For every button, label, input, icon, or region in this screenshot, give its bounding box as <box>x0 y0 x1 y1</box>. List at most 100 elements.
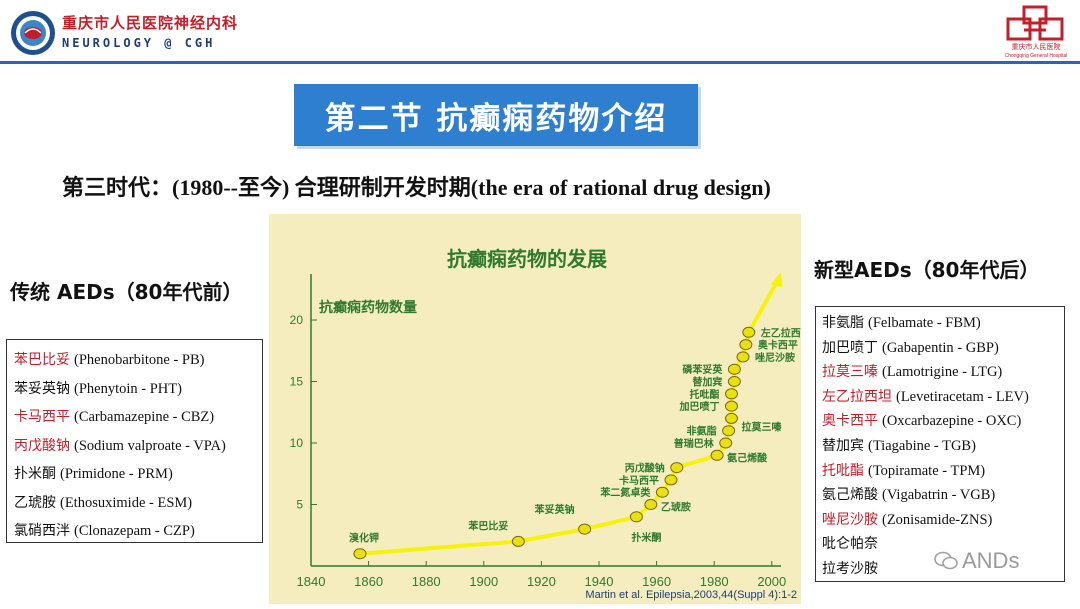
drug-name-en: (Primidone - PRM) <box>60 466 173 482</box>
data-label: 溴化钾 <box>349 532 379 545</box>
drug-name-cn: 拉考沙胺 <box>822 560 878 577</box>
y-tick-label: 10 <box>290 436 304 450</box>
data-label: 苯妥英钠 <box>534 503 575 516</box>
data-point <box>736 351 750 363</box>
drug-name-en: (Phenytoin - PHT) <box>74 380 182 397</box>
drug-name-cn: 苯巴比妥 <box>14 352 70 368</box>
new-aeds-list: 非氨脂 (Felbamate - FBM) 加巴喷丁 (Gabapentin - GB… <box>815 306 1065 582</box>
drug-row: 丙戊酸钠 (Sodium valproate - VPA) <box>14 431 262 460</box>
drug-name-cn: 扑米酮 <box>14 466 56 482</box>
drug-name-cn: 苯妥英钠 <box>14 380 70 397</box>
hospital-logo-text: 重庆市人民医院 <box>1012 42 1061 51</box>
data-label: 普瑞巴林 <box>674 437 715 450</box>
drug-row: 卡马西平 (Carbamazepine - CBZ) <box>14 402 262 431</box>
x-tick-label: 1960 <box>642 574 671 589</box>
data-label: 乙琥胺 <box>661 501 691 514</box>
drug-name-en: (Clonazepam - CZP) <box>74 523 195 539</box>
new-aeds-heading: 新型AEDs（80年代后） <box>814 258 1040 282</box>
drug-row: 托吡酯 (Topiramate - TPM) <box>822 458 1064 483</box>
drug-name-en: (Sodium valproate - VPA) <box>74 437 226 454</box>
data-point <box>724 388 738 400</box>
drug-name-en: (Vigabatrin - VGB) <box>882 487 996 504</box>
line-arrowhead <box>770 272 783 288</box>
drug-name-en: (Zonisamide-ZNS) <box>882 511 993 528</box>
data-point <box>629 511 643 523</box>
wechat-watermark: ANDs <box>934 548 1019 574</box>
drug-row: 加巴喷丁 (Gabapentin - GBP) <box>822 335 1064 360</box>
y-tick-label: 20 <box>290 313 304 327</box>
data-label: 氨己烯酸 <box>727 451 768 464</box>
department-name-en: NEUROLOGY @ CGH <box>62 36 216 50</box>
drug-name-en: (Felbamate - FBM) <box>868 315 981 331</box>
drug-name-cn: 左乙拉西坦 <box>822 388 892 405</box>
drug-name-en: (Oxcarbazepine - OXC) <box>882 413 1022 430</box>
drug-row: 唑尼沙胺 (Zonisamide-ZNS) <box>822 507 1064 532</box>
data-point <box>578 523 592 535</box>
drug-row: 乙琥胺 (Ethosuximide - ESM) <box>14 488 262 517</box>
drug-row: 扑米酮 (Primidone - PRM) <box>14 459 262 488</box>
hospital-name-cn: 重庆市人民医院神经内科 <box>62 14 239 32</box>
data-label: 奥卡西平 <box>758 339 798 352</box>
data-label: 托吡酯 <box>689 388 719 401</box>
drug-name-en: (Topiramate - TPM) <box>868 462 986 479</box>
drug-name-en: (Ethosuximide - ESM) <box>60 494 193 511</box>
data-point <box>727 363 741 375</box>
drug-row: 氯硝西泮 (Clonazepam - CZP) <box>14 516 262 545</box>
drug-name-cn: 吡仑帕奈 <box>822 536 878 553</box>
drug-name-cn: 氨己烯酸 <box>822 487 878 504</box>
drug-name-cn: 丙戊酸钠 <box>14 437 70 454</box>
drug-row: 奥卡西平 (Oxcarbazepine - OXC) <box>822 408 1064 433</box>
drug-name-cn: 托吡酯 <box>822 462 864 479</box>
data-label: 磷苯妥英 <box>682 363 723 376</box>
drug-name-cn: 加巴喷丁 <box>822 339 878 356</box>
hospital-logo: 重庆市人民医院 Chongqing General Hospital <box>1005 5 1068 59</box>
chart-title: 抗癫痫药物的发展 <box>447 247 607 271</box>
y-tick-label: 5 <box>296 498 303 512</box>
data-point <box>655 486 669 498</box>
aed-development-chart: 抗癫痫药物的发展 抗癫痫药物数量 5 10 15 20 1840 1860 1880 1900 19… <box>269 214 811 604</box>
data-point <box>719 437 733 449</box>
x-tick-label: 1860 <box>354 574 383 589</box>
data-label: 唑尼沙胺 <box>755 351 795 364</box>
data-label: 加巴喷丁 <box>678 400 719 413</box>
drug-name-cn: 奥卡西平 <box>822 413 878 430</box>
drug-row: 左乙拉西坦 (Levetiracetam - LEV) <box>822 384 1064 409</box>
drug-name-en: (Carbamazepine - CBZ) <box>74 409 215 425</box>
data-point <box>644 499 658 510</box>
traditional-aeds-heading: 传统 AEDs（80年代前） <box>10 280 243 304</box>
drug-name-en: (Lamotrigine - LTG) <box>882 364 1003 381</box>
drug-name-en: (Levetiracetam - LEV) <box>896 388 1029 405</box>
drug-row: 氨己烯酸 (Vigabatrin - VGB) <box>822 482 1064 507</box>
data-label: 苯巴比妥 <box>467 519 508 532</box>
slide-subtitle: 第三时代：(1980--至今) 合理研制开发时期(the era of rati… <box>62 175 771 200</box>
watermark-text: ANDs <box>962 548 1020 573</box>
data-point <box>664 474 678 486</box>
y-tick-label: 15 <box>290 375 304 389</box>
data-label: 替加宾 <box>692 376 722 389</box>
drug-name-cn: 拉莫三嗪 <box>822 364 878 381</box>
drug-row: 拉莫三嗪 (Lamotrigine - LTG) <box>822 359 1064 384</box>
wechat-icon <box>934 551 958 570</box>
drug-row: 吡仑帕奈 <box>822 531 1064 556</box>
data-point <box>739 339 753 351</box>
x-tick-label: 1940 <box>585 574 614 589</box>
drug-name-cn: 乙琥胺 <box>14 494 56 511</box>
drug-name-cn: 唑尼沙胺 <box>822 511 878 528</box>
drug-row: 非氨脂 (Felbamate - FBM) <box>822 310 1064 335</box>
drug-name-en: (Phenobarbitone - PB) <box>74 352 205 368</box>
slide-title: 第二节 抗癫痫药物介绍 <box>324 100 668 137</box>
data-label: 非氨脂 <box>687 425 717 438</box>
drug-name-cn: 替加宾 <box>822 437 864 454</box>
data-point <box>710 449 724 461</box>
drug-row: 替加宾 (Tiagabine - TGB) <box>822 433 1064 458</box>
drug-name-cn: 非氨脂 <box>822 315 864 331</box>
data-label: 卡马西平 <box>619 474 659 487</box>
x-tick-label: 2000 <box>757 574 786 589</box>
data-point <box>353 548 367 560</box>
data-label: 苯二氮卓类 <box>599 486 650 499</box>
drug-row: 苯巴比妥 (Phenobarbitone - PB) <box>14 345 262 374</box>
hospital-logo-subtext: Chongqing General Hospital <box>1005 53 1068 59</box>
data-point <box>670 462 684 474</box>
x-tick-label: 1840 <box>297 574 326 589</box>
header-divider <box>0 61 1080 64</box>
